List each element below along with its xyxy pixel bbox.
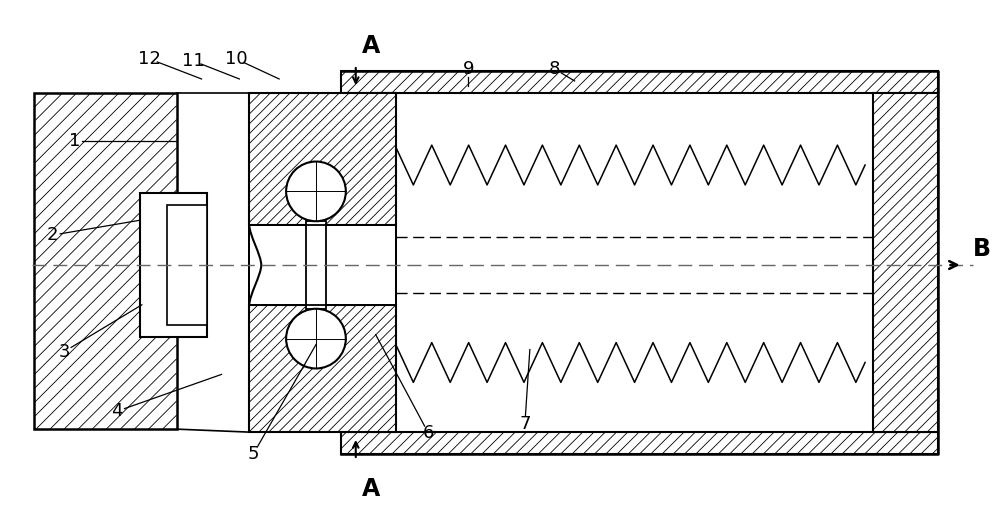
Text: 1: 1 bbox=[69, 131, 80, 149]
Text: B: B bbox=[973, 237, 991, 261]
Bar bbox=[361, 93, 396, 107]
Bar bbox=[361, 418, 396, 432]
Text: 11: 11 bbox=[182, 52, 205, 70]
Text: 4: 4 bbox=[111, 402, 123, 420]
Bar bbox=[34, 93, 177, 429]
Text: 6: 6 bbox=[423, 424, 434, 442]
Text: 5: 5 bbox=[248, 445, 259, 463]
Bar bbox=[341, 432, 938, 454]
Bar bbox=[249, 225, 396, 305]
Text: A: A bbox=[362, 34, 380, 58]
Bar bbox=[249, 305, 396, 432]
Text: A: A bbox=[362, 477, 380, 501]
Bar bbox=[873, 93, 938, 432]
Text: 3: 3 bbox=[59, 342, 70, 360]
Text: 2: 2 bbox=[47, 226, 58, 244]
Text: 9: 9 bbox=[462, 60, 474, 78]
Text: 7: 7 bbox=[519, 415, 531, 433]
Bar bbox=[341, 71, 938, 93]
Bar bbox=[306, 221, 326, 309]
Bar bbox=[140, 193, 207, 337]
Bar bbox=[167, 205, 207, 325]
Text: 10: 10 bbox=[225, 50, 248, 68]
Text: 12: 12 bbox=[138, 50, 161, 68]
Bar bbox=[249, 93, 396, 225]
Text: 8: 8 bbox=[549, 60, 560, 78]
Circle shape bbox=[286, 162, 346, 221]
Circle shape bbox=[286, 309, 346, 368]
